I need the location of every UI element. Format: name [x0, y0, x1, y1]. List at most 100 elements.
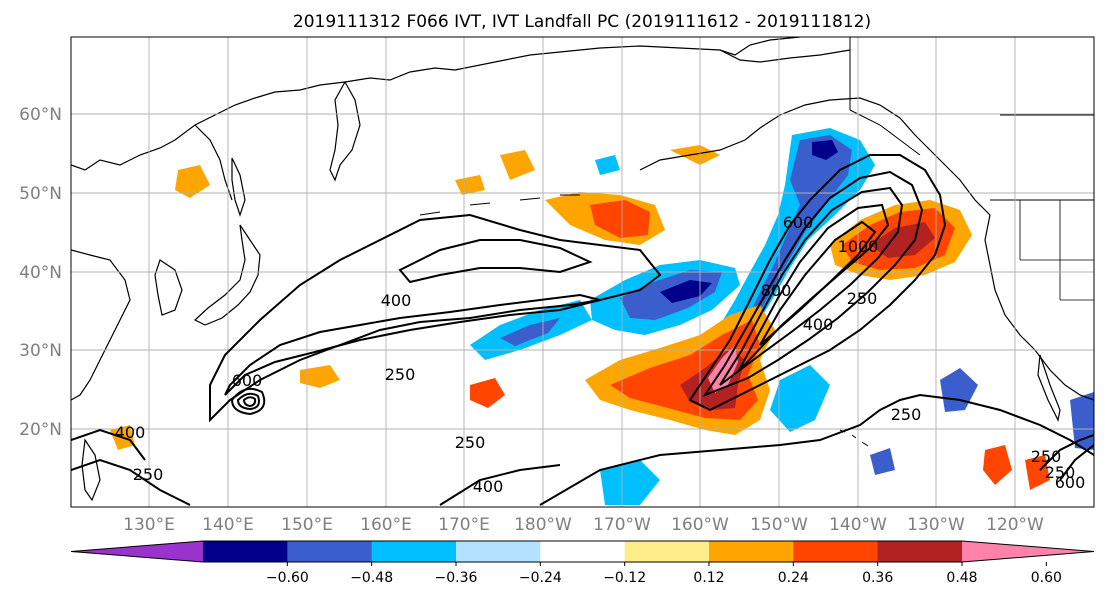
positive-region-aleutian	[670, 145, 720, 165]
contour-250-main	[209, 213, 662, 423]
contour-250-sw	[71, 458, 191, 506]
colorbar-extend-high	[962, 541, 1094, 562]
lon-label: 150°E	[281, 515, 333, 535]
lat-label: 40°N	[19, 263, 62, 283]
colorbar-extend-low	[71, 541, 203, 562]
contour-250-south	[539, 393, 1094, 506]
colorbar-tick-label: −0.24	[519, 570, 562, 586]
positive-region-50n	[455, 175, 485, 195]
colorbar-swatch	[877, 541, 963, 562]
contour-400-se	[1059, 444, 1094, 481]
lon-label: 170°W	[593, 515, 651, 535]
contour-label: 400	[473, 477, 504, 496]
lon-label: 170°E	[438, 515, 490, 535]
colorbar-swatch	[203, 541, 288, 562]
coast-china	[71, 249, 131, 401]
positive-region-east-15n	[983, 445, 1012, 485]
positive-region-ne-pacific-core	[870, 222, 935, 258]
colorbar-tick-label: 0.60	[1031, 570, 1062, 586]
colorbar-swatch	[793, 541, 879, 562]
contour-label: 1000	[838, 237, 879, 256]
contour-label: 250	[891, 405, 922, 424]
colorbar: −0.60 −0.48 −0.36 −0.24 −0.12 0.12 0.24 0.36 0.4…	[70, 540, 1095, 586]
coast-na-west	[984, 214, 1094, 401]
colorbar-tick-label: 0.36	[862, 570, 893, 586]
contour-400-sw	[71, 428, 146, 461]
contour-400-main	[224, 293, 601, 396]
border-canada	[849, 37, 1094, 201]
negative-region-bering	[595, 155, 620, 175]
positive-region-japan-east	[300, 365, 340, 388]
negative-region-south-west	[600, 460, 660, 505]
negative-region-gulf-alaska-core	[745, 135, 852, 325]
negative-region-central-pacific-dark	[660, 280, 712, 303]
lon-label: 130°E	[123, 515, 175, 535]
contour-label: 600	[232, 371, 263, 390]
contour-label: 800	[761, 281, 792, 300]
coastlines	[71, 37, 1094, 502]
colorbar-tick-label: −0.48	[350, 570, 393, 586]
colorbar-swatch	[540, 541, 626, 562]
lon-label: 180°W	[514, 515, 572, 535]
coast-kamchatka	[329, 80, 361, 182]
negative-region-east-20n	[940, 368, 978, 412]
colorbar-swatch	[287, 541, 373, 562]
ivt-contours	[71, 154, 1094, 506]
lon-label: 150°W	[750, 515, 808, 535]
contour-label: 250	[133, 465, 164, 484]
colorbar-tick-label: −0.60	[266, 570, 309, 586]
contour-label: 600	[1055, 473, 1086, 492]
coast-baja	[1037, 354, 1061, 422]
contour-label: 600	[783, 213, 814, 232]
shaded-fields	[110, 128, 1094, 505]
negative-region-east-edge	[1070, 392, 1094, 450]
coast-aleutians	[419, 194, 580, 216]
coast-alaska	[639, 97, 991, 216]
lon-label: 140°E	[202, 515, 254, 535]
lon-label: 160°W	[671, 515, 729, 535]
positive-region-22n	[470, 378, 505, 408]
colorbar-outline	[70, 540, 1095, 563]
contour-label: 250	[1031, 447, 1062, 466]
coast-sakhalin	[231, 157, 246, 217]
gridlines	[71, 37, 1094, 507]
contour-1000-center	[242, 396, 257, 408]
latitude-labels: 60°N 50°N 40°N 30°N 20°N	[19, 105, 62, 440]
positive-region-east-15n-b	[1025, 455, 1050, 490]
coast-bering-north	[719, 49, 851, 63]
contour-600-ar	[719, 186, 904, 386]
map-frame	[70, 36, 1095, 508]
lat-label: 60°N	[19, 105, 62, 125]
longitude-labels: 130°E 140°E 150°E 160°E 170°E 180°W 170°…	[123, 515, 1044, 535]
colorbar-swatch	[371, 541, 457, 562]
positive-region-55n	[500, 150, 535, 180]
negative-region-core-dark	[812, 140, 838, 160]
contour-labels: 400 250 600 250 400 250 250 400 600 1000…	[115, 213, 1086, 496]
colorbar-swatch	[456, 541, 541, 562]
figure-title: 2019111312 F066 IVT, IVT Landfall PC (20…	[293, 12, 871, 32]
colorbar-tick-label: −0.36	[435, 570, 478, 586]
contour-400-north	[398, 239, 593, 284]
contour-label: 250	[847, 289, 878, 308]
border-us-states	[1019, 200, 1094, 301]
map-panel: 400 250 600 250 400 250 250 400 600 1000…	[70, 36, 1095, 508]
lat-label: 30°N	[19, 341, 62, 361]
contour-400-south	[439, 464, 561, 506]
lat-label: 50°N	[19, 184, 62, 204]
colorbar-swatch	[709, 541, 794, 562]
lon-label: 140°W	[829, 515, 887, 535]
colorbar-tick-label: 0.48	[946, 570, 977, 586]
coast-okhotsk	[194, 124, 233, 201]
contour-label: 250	[385, 365, 416, 384]
contour-label: 400	[381, 291, 412, 310]
coast-japan	[193, 224, 261, 326]
lat-label: 20°N	[19, 420, 62, 440]
positive-region-bering-east-core	[590, 200, 650, 238]
contour-label: 400	[115, 423, 146, 442]
contour-800-center	[236, 392, 260, 411]
positive-region-kamchatka	[175, 165, 210, 198]
lon-label: 120°W	[986, 515, 1044, 535]
contour-250-ar	[688, 154, 947, 412]
colorbar-tick-label: 0.24	[778, 570, 809, 586]
negative-region-south	[770, 365, 830, 432]
